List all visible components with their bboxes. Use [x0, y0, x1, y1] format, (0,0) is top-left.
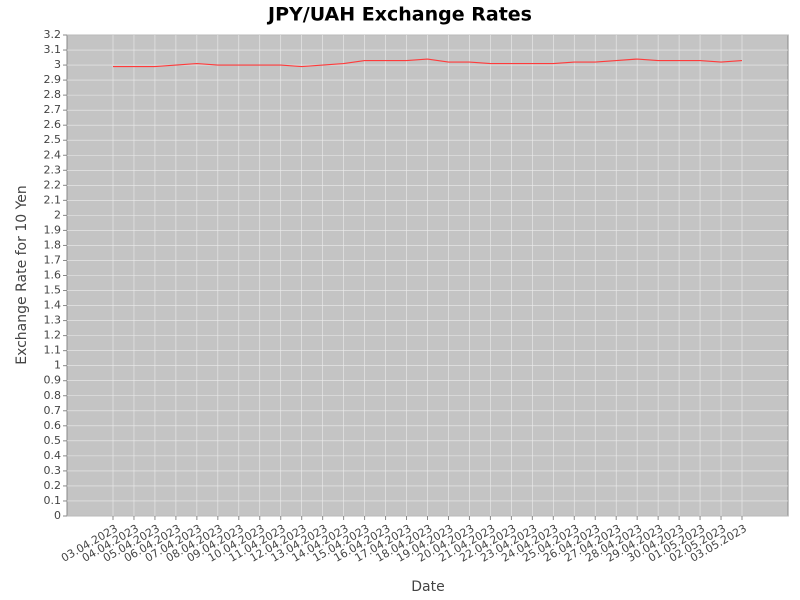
y-axis-label: Exchange Rate for 10 Yen: [14, 185, 30, 365]
y-tick-label: 1.6: [44, 269, 62, 282]
y-tick-label: 2.2: [44, 178, 62, 191]
y-tick-label: 1: [54, 359, 61, 372]
y-tick-label: 0.4: [44, 449, 62, 462]
y-tick-label: 1.9: [44, 223, 62, 236]
y-tick-label: 1.3: [44, 314, 62, 327]
y-tick-label: 1.8: [44, 238, 62, 251]
y-tick-label: 1.7: [44, 253, 62, 266]
y-tick-label: 0.1: [44, 494, 62, 507]
y-tick-label: 2.4: [44, 148, 62, 161]
y-tick-label: 1.4: [44, 299, 62, 312]
y-tick-label: 2.9: [44, 73, 62, 86]
y-tick-label: 0.7: [44, 404, 62, 417]
y-tick-label: 3.2: [44, 28, 62, 41]
y-tick-label: 2.6: [44, 118, 62, 131]
line-series: [113, 58, 743, 68]
y-tick-label: 1.2: [44, 329, 62, 342]
y-tick-label: 3: [54, 58, 61, 71]
y-tick-label: 2.7: [44, 103, 62, 116]
y-tick-label: 0.3: [44, 464, 62, 477]
y-tick-label: 0.9: [44, 374, 62, 387]
y-tick-label: 2.5: [44, 133, 62, 146]
y-tick-label: 1.5: [44, 284, 62, 297]
y-tick-label: 2.3: [44, 163, 62, 176]
x-axis-label: Date: [411, 579, 444, 595]
y-tick-label: 3.1: [44, 43, 62, 56]
y-tick-label: 0.6: [44, 419, 62, 432]
chart-title: JPY/UAH Exchange Rates: [266, 4, 532, 26]
y-tick-label: 0: [54, 509, 61, 522]
y-tick-label: 2.8: [44, 88, 62, 101]
y-tick-label: 0.2: [44, 479, 62, 492]
y-tick-label: 2.1: [44, 193, 62, 206]
y-tick-label: 0.5: [44, 434, 62, 447]
y-tick-label: 1.1: [44, 344, 62, 357]
y-tick-label: 2: [54, 208, 61, 221]
y-tick-label: 0.8: [44, 389, 62, 402]
